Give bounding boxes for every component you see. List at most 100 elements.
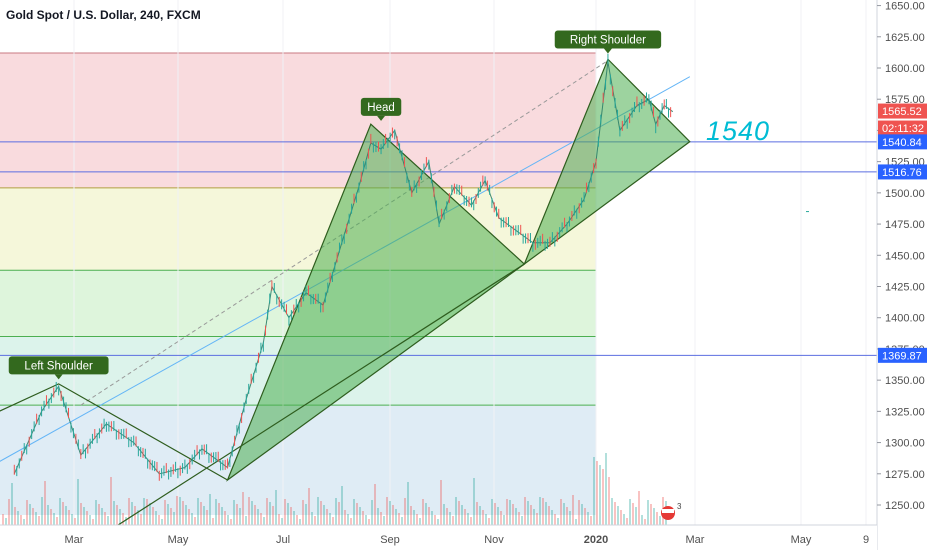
price-tick-label: 1625.00 bbox=[885, 32, 925, 44]
volume-bar bbox=[131, 502, 133, 525]
volume-bar bbox=[437, 519, 439, 525]
volume-bar bbox=[314, 516, 316, 525]
volume-bar bbox=[614, 502, 616, 525]
volume-bar bbox=[464, 509, 466, 525]
volume-bar bbox=[560, 499, 562, 525]
volume-bar bbox=[35, 512, 37, 525]
volume-bar bbox=[338, 502, 340, 525]
volume-bar bbox=[494, 503, 496, 525]
volume-bar bbox=[386, 497, 388, 525]
volume-bar bbox=[332, 517, 334, 525]
volume-bar bbox=[47, 505, 49, 525]
volume-bar bbox=[152, 507, 154, 525]
price-tag-bg bbox=[878, 134, 927, 150]
volume-bar bbox=[26, 500, 28, 525]
volume-bar bbox=[185, 505, 187, 525]
volume-bar bbox=[497, 507, 499, 525]
flag-icon bbox=[661, 506, 675, 520]
volume-bar bbox=[32, 508, 34, 525]
fib-band bbox=[0, 53, 596, 188]
volume-bar bbox=[140, 514, 142, 525]
volume-bar bbox=[431, 511, 433, 525]
volume-bar bbox=[326, 509, 328, 525]
volume-bar bbox=[38, 516, 40, 525]
volume-bar bbox=[548, 506, 550, 525]
volume-bar bbox=[86, 511, 88, 525]
volume-bar bbox=[59, 498, 61, 525]
pattern-label-pointer bbox=[54, 374, 63, 380]
volume-bar bbox=[266, 498, 268, 525]
volume-bar bbox=[557, 518, 559, 525]
price-tick-label: 1325.00 bbox=[885, 406, 925, 418]
volume-bar bbox=[113, 501, 115, 525]
pattern-label-pointer bbox=[603, 48, 612, 54]
price-tick-label: 1500.00 bbox=[885, 188, 925, 200]
time-tick-label: Nov bbox=[484, 534, 504, 546]
volume-bar bbox=[215, 499, 217, 525]
volume-bar bbox=[8, 499, 10, 525]
price-tag-bg bbox=[878, 103, 927, 119]
volume-bar bbox=[392, 505, 394, 525]
price-tick-label: 1600.00 bbox=[885, 63, 925, 75]
volume-bar bbox=[155, 511, 157, 525]
volume-bar bbox=[521, 516, 523, 525]
volume-bar bbox=[506, 499, 508, 525]
volume-bar bbox=[395, 509, 397, 525]
volume-bar bbox=[482, 510, 484, 525]
volume-bar bbox=[434, 515, 436, 525]
volume-bar bbox=[299, 519, 301, 525]
volume-bar bbox=[473, 478, 475, 525]
time-tick-label: Jul bbox=[276, 534, 290, 546]
volume-bar bbox=[626, 518, 628, 525]
volume-bar bbox=[584, 508, 586, 525]
volume-bar bbox=[374, 484, 376, 525]
volume-bar bbox=[287, 503, 289, 525]
volume-bar bbox=[293, 511, 295, 525]
time-tick-label: 9 bbox=[863, 534, 869, 546]
handwritten-note: 1540 bbox=[706, 116, 770, 146]
pattern-label-text: Right Shoulder bbox=[570, 35, 646, 47]
pattern-label-text: Left Shoulder bbox=[24, 360, 93, 372]
volume-bar bbox=[413, 510, 415, 525]
volume-bar bbox=[656, 512, 658, 525]
volume-bar bbox=[284, 499, 286, 525]
volume-bar bbox=[554, 514, 556, 525]
volume-bar bbox=[500, 511, 502, 525]
volume-bar bbox=[104, 512, 106, 525]
volume-bar bbox=[2, 514, 4, 525]
volume-bar bbox=[188, 509, 190, 525]
volume-bar bbox=[404, 498, 406, 525]
volume-bar bbox=[56, 517, 58, 525]
volume-bar bbox=[17, 511, 19, 525]
price-tick-label: 1650.00 bbox=[885, 1, 925, 13]
volume-bar bbox=[512, 504, 514, 525]
price-tag-label: 1540.84 bbox=[882, 137, 922, 149]
price-tag-bg bbox=[878, 347, 927, 363]
volume-bar bbox=[230, 519, 232, 525]
volume-bar bbox=[410, 506, 412, 525]
volume-bar bbox=[302, 500, 304, 525]
volume-bar bbox=[452, 516, 454, 525]
volume-bar bbox=[80, 503, 82, 525]
price-tick-label: 1475.00 bbox=[885, 219, 925, 231]
volume-bar bbox=[617, 506, 619, 525]
volume-bar bbox=[107, 516, 109, 525]
volume-bar bbox=[353, 499, 355, 525]
volume-bar bbox=[161, 519, 163, 525]
volume-bar bbox=[623, 514, 625, 525]
flag-icon-stripe bbox=[662, 509, 674, 513]
volume-bar bbox=[491, 499, 493, 525]
volume-bar bbox=[608, 477, 610, 525]
volume-bar bbox=[29, 504, 31, 525]
volume-bar bbox=[488, 518, 490, 525]
volume-bar bbox=[569, 511, 571, 525]
price-tag-bg bbox=[878, 120, 927, 136]
volume-bar bbox=[272, 506, 274, 525]
volume-bar bbox=[89, 515, 91, 525]
volume-bar bbox=[653, 508, 655, 525]
volume-bar bbox=[620, 510, 622, 525]
volume-bar bbox=[221, 507, 223, 525]
volume-bar bbox=[254, 505, 256, 525]
